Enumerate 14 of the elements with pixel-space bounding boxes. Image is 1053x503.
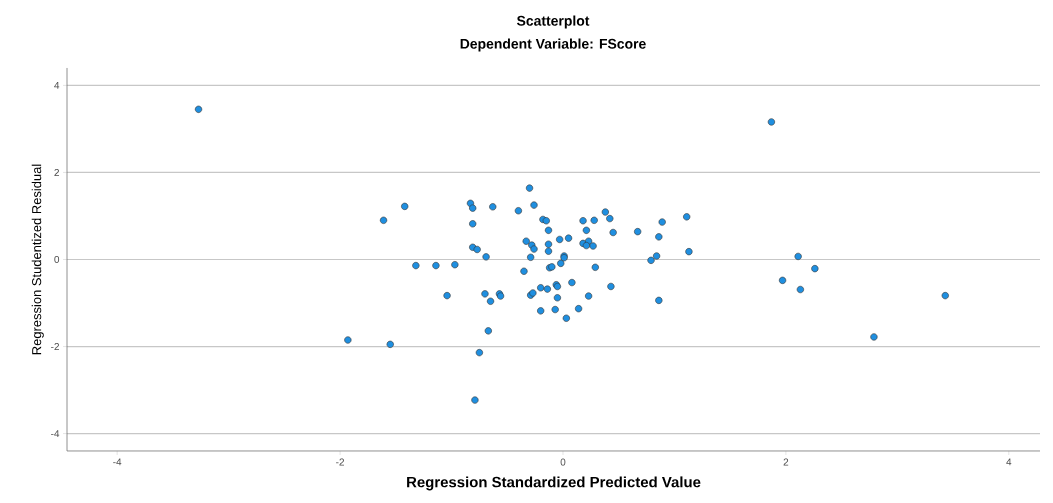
chart-subtitle: Dependent Variable: FScore bbox=[460, 38, 646, 52]
x-tick-label: 2 bbox=[783, 458, 789, 466]
y-tick-label: 0 bbox=[54, 255, 60, 264]
y-tick-label: 4 bbox=[54, 81, 60, 89]
y-tick-label: -4 bbox=[51, 430, 60, 437]
x-tick-label: -2 bbox=[336, 458, 345, 466]
x-axis-title: Regression Standardized Predicted Value bbox=[407, 476, 701, 491]
y-axis-title: Regression Studentized Residual bbox=[31, 164, 44, 355]
y-tick-label: -2 bbox=[51, 343, 59, 351]
x-tick-label: 0 bbox=[560, 458, 566, 466]
x-tick-label: 4 bbox=[1006, 458, 1012, 466]
chart-title: Scatterplot bbox=[516, 15, 590, 29]
x-tick-label: -4 bbox=[113, 458, 122, 466]
y-tick-label: 2 bbox=[54, 168, 59, 176]
